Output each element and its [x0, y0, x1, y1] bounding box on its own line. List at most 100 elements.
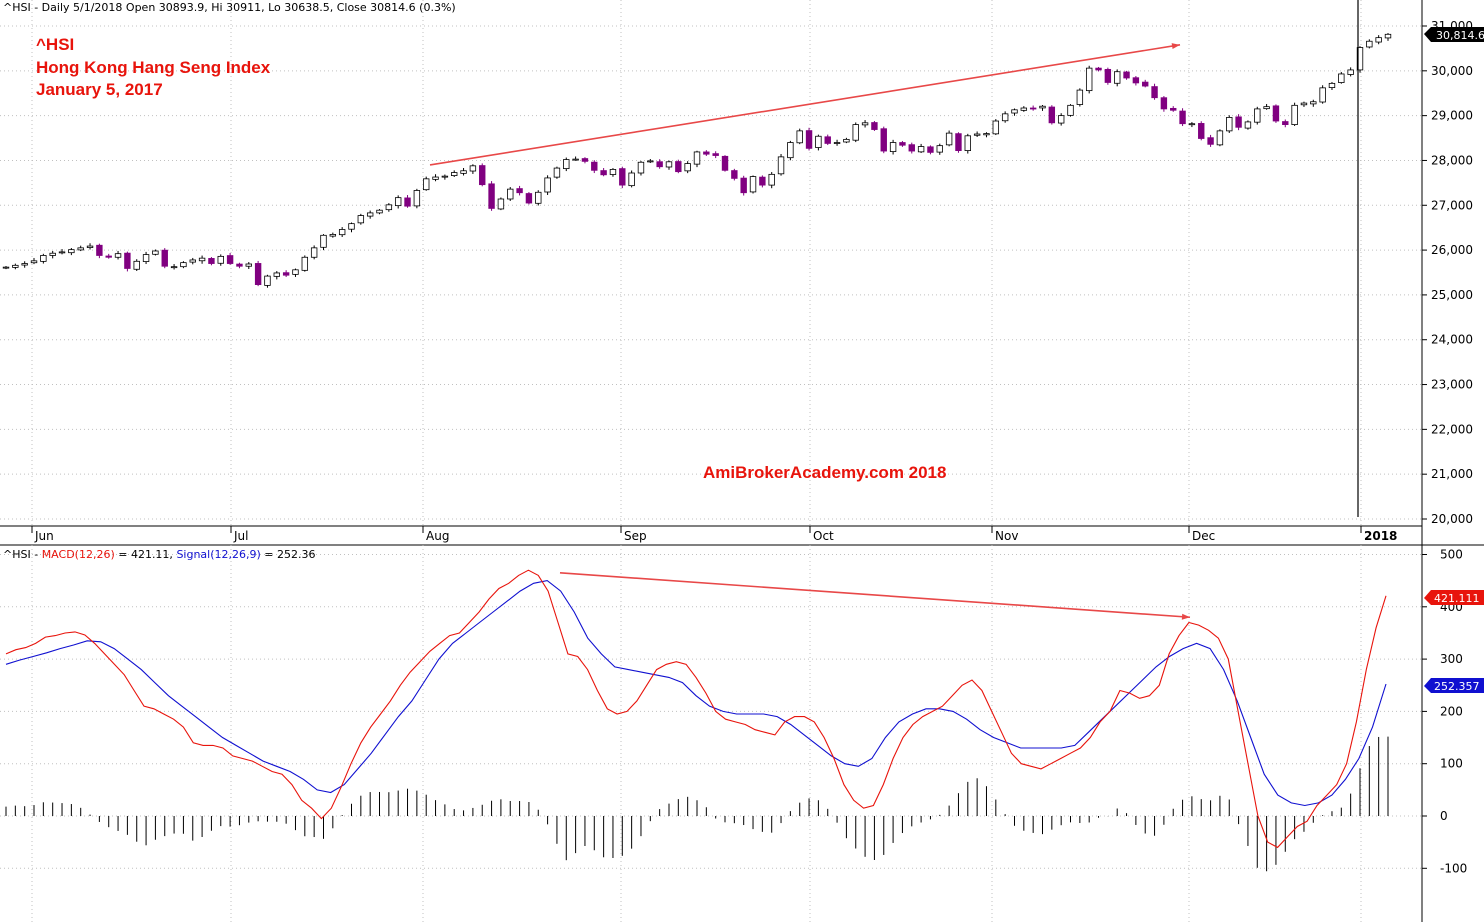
candle-body	[161, 249, 168, 267]
price-y-tick-label: 30,000	[1431, 64, 1473, 78]
watermark: AmiBrokerAcademy.com 2018	[703, 463, 946, 482]
candle-body	[563, 159, 570, 170]
trend-arrowhead	[1171, 43, 1180, 50]
price-y-tick-label: 27,000	[1431, 198, 1473, 212]
price-y-tick-label: 22,000	[1431, 422, 1473, 436]
macd-y-tick-label: 500	[1440, 548, 1463, 562]
candle-body	[1048, 106, 1056, 124]
candle-body	[712, 153, 719, 156]
price-y-tick-label: 20,000	[1431, 512, 1473, 526]
candle-body	[759, 176, 766, 186]
candle-body	[665, 161, 673, 168]
candle-body	[1142, 81, 1149, 87]
macd-trend-line	[559, 572, 1191, 620]
macd-line	[5, 569, 1387, 849]
candle-body	[787, 142, 794, 159]
candle-body	[852, 124, 859, 141]
candle-body	[544, 177, 551, 193]
candle-body	[992, 120, 1000, 135]
candle-body	[404, 197, 411, 207]
candle-body	[936, 145, 943, 153]
candle-body	[282, 272, 290, 276]
candle-body	[1282, 121, 1289, 125]
candlesticks	[2, 33, 1392, 288]
candle-body	[815, 135, 822, 148]
candle-body	[1001, 113, 1009, 122]
candle-body	[824, 136, 831, 144]
macd-header-macd: MACD(12,26)	[42, 548, 115, 561]
price-trend-line	[429, 43, 1181, 166]
candle-body	[236, 263, 243, 267]
candle-body	[1104, 68, 1112, 83]
candle-body	[1151, 86, 1158, 99]
macd-y-tick-label: -100	[1440, 861, 1467, 875]
candle-body	[535, 191, 542, 204]
macd-y-tick-label: 200	[1440, 704, 1463, 718]
price-grid	[0, 0, 1422, 526]
macd-trend-line-segment	[559, 572, 1191, 619]
candle-body	[871, 122, 878, 130]
candle-body	[899, 142, 906, 146]
candle-body	[964, 135, 971, 151]
candle-body	[693, 151, 701, 165]
last-price-label: 30,814.6	[1436, 29, 1484, 42]
price-y-tick-label: 26,000	[1431, 243, 1473, 257]
candle-body	[1170, 107, 1177, 111]
candle-body	[721, 155, 729, 171]
candle-body	[338, 229, 346, 236]
candle-body	[1375, 37, 1382, 43]
macd-histogram	[5, 736, 1389, 872]
price-y-axis: 20,000 21,000 22,000 23,000 24,000 25,000 26,0…	[1422, 19, 1473, 526]
candle-body	[170, 266, 178, 269]
candle-body	[357, 215, 365, 224]
candle-body	[124, 252, 131, 269]
candle-body	[58, 251, 66, 254]
candle-body	[927, 146, 934, 153]
candle-body	[955, 133, 962, 151]
candle-body	[917, 146, 925, 153]
candle-body	[180, 262, 187, 268]
price-y-tick-label: 24,000	[1431, 333, 1473, 347]
candle-body	[40, 255, 47, 262]
candle-body	[516, 188, 523, 194]
trend-line	[429, 44, 1181, 166]
candle-body	[637, 161, 645, 174]
candle-body	[1244, 121, 1252, 129]
candle-body	[796, 130, 803, 144]
candle-body	[152, 250, 159, 255]
candle-body	[1095, 67, 1102, 71]
candle-body	[86, 245, 94, 248]
candle-body	[833, 142, 841, 144]
candle-body	[292, 269, 299, 275]
candle-body	[12, 264, 19, 268]
candle-body	[880, 128, 887, 152]
candle-body	[441, 175, 449, 178]
candle-body	[740, 177, 747, 194]
signal-badge-label: 252.357	[1434, 680, 1480, 693]
candle-body	[114, 253, 122, 258]
price-panel: 20,000 21,000 22,000 23,000 24,000 25,000 26,0…	[0, 0, 1484, 526]
candle-body	[320, 234, 327, 248]
candle-body	[572, 158, 579, 161]
candle-body	[1338, 73, 1345, 83]
candle-body	[1207, 137, 1214, 145]
signal-badge: 252.357	[1424, 678, 1484, 693]
candle-body	[1272, 105, 1280, 122]
candle-body	[768, 173, 775, 186]
candle-body	[413, 190, 421, 207]
candle-body	[1020, 107, 1028, 111]
candle-body	[507, 188, 514, 200]
candle-body	[497, 198, 505, 210]
candle-body	[1179, 110, 1186, 125]
macd-header-signal-value: = 252.36	[261, 548, 316, 561]
last-price-badge: 30,814.6	[1424, 27, 1484, 42]
annotation-ticker: ^HSI	[36, 35, 74, 54]
candle-body	[189, 259, 196, 263]
candle-body	[1011, 109, 1018, 114]
candle-body	[68, 249, 75, 254]
candle-body	[1310, 101, 1317, 105]
candle-body	[628, 172, 635, 187]
candle-body	[96, 244, 103, 256]
candle-body	[1226, 117, 1233, 132]
price-header: ^HSI - Daily 5/1/2018 Open 30893.9, Hi 3…	[3, 1, 456, 14]
